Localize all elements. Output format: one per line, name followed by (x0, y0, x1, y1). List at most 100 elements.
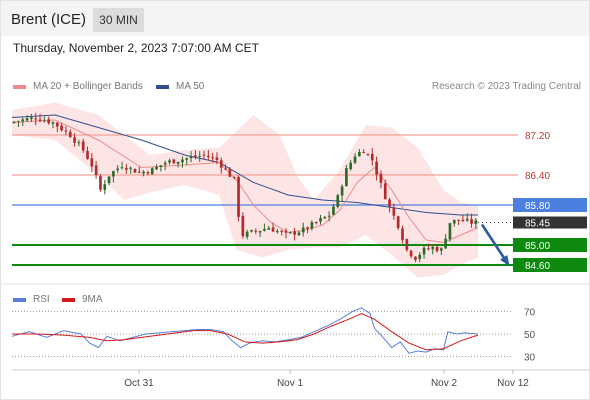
candle-body (349, 162, 353, 169)
copyright-text: Research © 2023 Trading Central (431, 81, 581, 92)
candle-body (310, 222, 314, 229)
rsi-series-rsi (11, 307, 479, 354)
candle-body (452, 219, 456, 224)
forecast-arrow-head (500, 255, 510, 267)
candle-body (206, 155, 210, 158)
bollinger-band-area (12, 102, 478, 278)
candle-body (297, 232, 301, 236)
candle-body (319, 218, 322, 222)
candle-body (392, 207, 396, 216)
rsi-legend: RSI (13, 294, 50, 305)
candle-body (370, 153, 374, 161)
last-price-label: 85.45 (525, 219, 550, 230)
ma50-legend: MA 50 (156, 81, 204, 92)
level-tag-84-60 (513, 258, 587, 272)
instrument-title: Brent (ICE) (11, 11, 87, 28)
candle-body (340, 186, 344, 196)
candle-body (43, 120, 46, 122)
rsi-legend-label: RSI (33, 294, 50, 305)
candle-body (185, 158, 189, 160)
candle-body (125, 168, 128, 170)
candle-body (12, 121, 16, 123)
candle-body (176, 161, 180, 164)
candle-body (47, 119, 51, 124)
x-tick-label: Oct 31 (124, 378, 154, 389)
ma50-line (11, 114, 478, 216)
candle-body (55, 122, 59, 127)
candle-body (34, 118, 38, 120)
candle-body (362, 152, 365, 154)
candle-body (314, 222, 318, 224)
candle-body (383, 183, 387, 200)
candle-body (21, 119, 25, 122)
ma9-legend: 9MA (62, 294, 103, 305)
timeframe-badge[interactable]: 30 MIN (93, 8, 144, 32)
candle-body (293, 231, 296, 235)
candle-body (25, 118, 29, 121)
candle-body (444, 238, 447, 249)
candle-body (30, 117, 33, 120)
level-label-86-40: 86.40 (525, 171, 550, 182)
candle-body (379, 173, 383, 183)
candle-body (155, 166, 158, 170)
candle-body (414, 256, 417, 260)
candle-body (435, 246, 439, 252)
candle-body (461, 219, 465, 222)
candle-body (323, 216, 327, 219)
candle-body (64, 130, 68, 132)
candle-body (219, 160, 223, 168)
candle-body (448, 223, 452, 240)
candle-body (276, 231, 279, 233)
rsi-tick-30: 30 (524, 353, 536, 364)
candle-body (120, 167, 124, 169)
candle-body (189, 156, 193, 159)
level-tag-85-00 (513, 238, 587, 252)
candle-body (284, 230, 288, 233)
candle-body (409, 250, 413, 257)
candle-body (150, 168, 154, 175)
x-tick-label: Nov 1 (277, 378, 304, 389)
candle-body (228, 168, 232, 177)
candle-body (401, 228, 404, 241)
ma20-legend: MA 20 + Bollinger Bands (13, 81, 143, 92)
candle-body (245, 231, 249, 237)
candle-body (271, 227, 275, 232)
candle-body (336, 195, 340, 207)
candle-body (17, 121, 20, 123)
ma20-legend-label: MA 20 + Bollinger Bands (33, 81, 143, 92)
candle-body (427, 248, 430, 250)
candle-body (250, 230, 253, 232)
candle-body (51, 122, 55, 124)
candle-body (211, 157, 214, 159)
x-tick-label: Nov 2 (431, 378, 458, 389)
level-label-87-20: 87.20 (525, 131, 550, 142)
candle-body (81, 141, 85, 151)
candle-body (258, 231, 262, 233)
rsi-tick-70: 70 (524, 307, 536, 318)
candle-body (280, 231, 284, 233)
candle-body (353, 156, 357, 163)
level-label-85-80: 85.80 (525, 201, 550, 212)
candle-body (99, 176, 102, 190)
candle-body (263, 229, 266, 231)
candle-body (90, 158, 94, 167)
ma9-legend-label: 9MA (82, 294, 103, 305)
candle-body (146, 172, 150, 174)
candle-body (86, 151, 89, 159)
ma9-swatch (62, 297, 75, 302)
rsi-swatch (13, 297, 26, 302)
candle-body (327, 215, 331, 217)
candle-body (38, 119, 42, 122)
candle-body (103, 184, 107, 190)
ma50-legend-label: MA 50 (176, 81, 205, 92)
last-price-tag (513, 216, 587, 229)
candle-body (163, 162, 167, 165)
candle-body (94, 165, 98, 175)
candle-body (431, 246, 435, 250)
candle-body (232, 176, 236, 178)
candle-body (181, 159, 184, 163)
candle-body (358, 151, 361, 157)
candle-body (388, 199, 391, 207)
candle-body (142, 171, 145, 174)
level-tag-85-80 (513, 198, 587, 212)
